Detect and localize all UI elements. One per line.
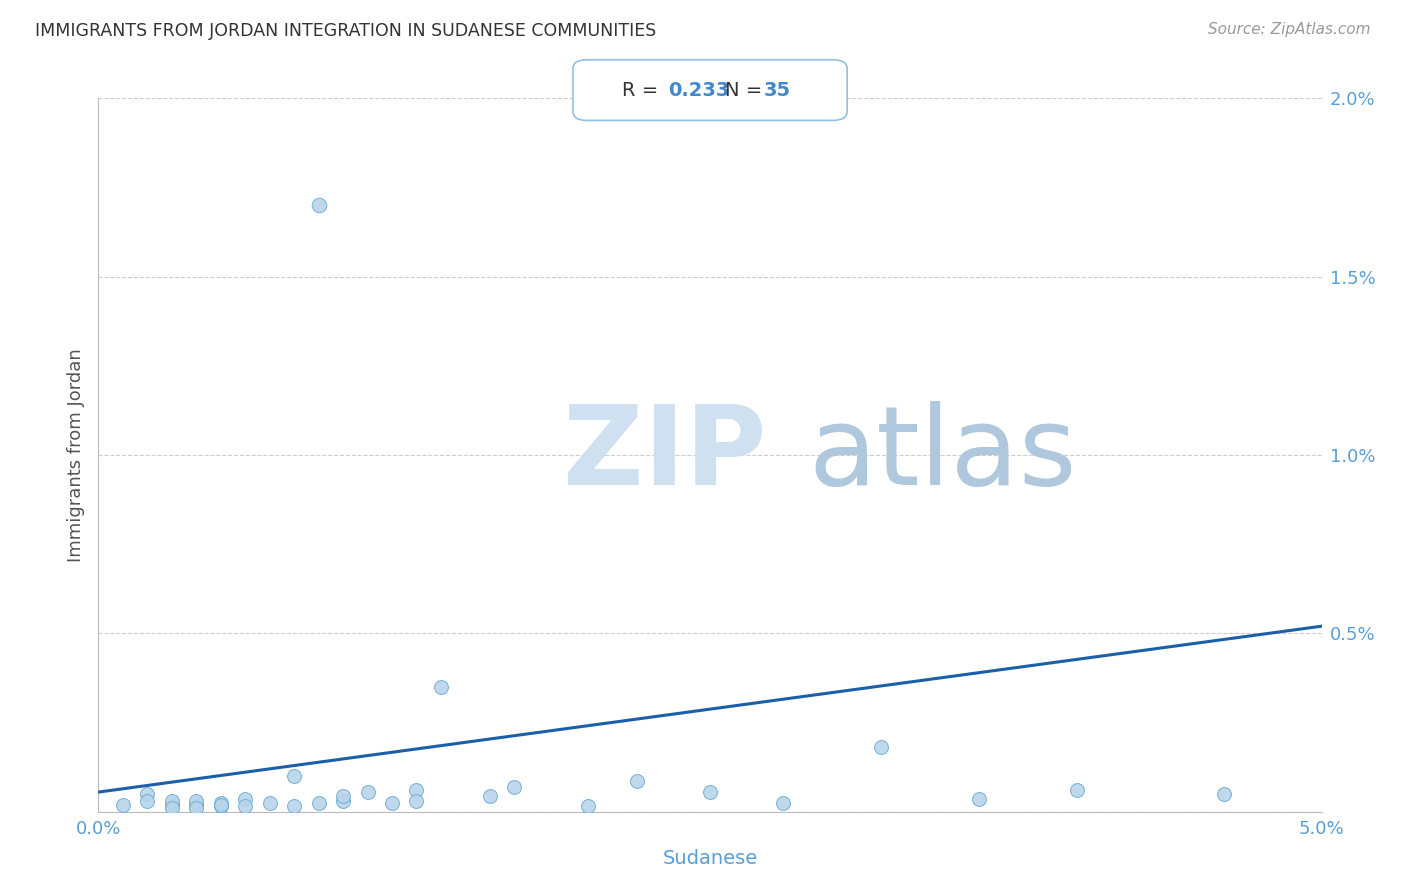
Text: Source: ZipAtlas.com: Source: ZipAtlas.com [1208,22,1371,37]
Y-axis label: Immigrants from Jordan: Immigrants from Jordan [66,348,84,562]
Point [209,797,232,812]
Point [136,787,159,801]
Point [233,792,256,806]
Point [1212,787,1234,801]
Point [870,740,893,755]
Point [626,774,648,789]
Point [308,796,330,810]
Point [308,198,330,212]
Point [111,797,134,812]
Text: R =: R = [621,80,665,100]
Point [772,796,794,810]
Point [478,789,501,803]
Text: atlas: atlas [808,401,1077,508]
Point [160,797,183,812]
Point [503,780,526,794]
Text: 35: 35 [765,80,792,100]
Point [186,801,208,815]
Point [430,680,453,694]
Point [209,799,232,814]
Point [699,785,721,799]
Point [332,789,354,803]
Point [967,792,990,806]
Point [283,798,305,813]
Point [209,796,232,810]
Point [160,801,183,815]
Point [381,796,404,810]
Text: N =: N = [725,80,768,100]
Point [405,794,427,808]
X-axis label: Sudanese: Sudanese [662,849,758,868]
Point [283,769,305,783]
Point [356,785,378,799]
Point [1066,783,1088,797]
Text: IMMIGRANTS FROM JORDAN INTEGRATION IN SUDANESE COMMUNITIES: IMMIGRANTS FROM JORDAN INTEGRATION IN SU… [35,22,657,40]
Point [186,797,208,812]
Point [160,794,183,808]
Point [259,796,281,810]
Text: ZIP: ZIP [564,401,766,508]
Point [576,799,599,814]
Point [332,794,354,808]
Text: 0.233: 0.233 [669,80,730,100]
Point [233,799,256,814]
Point [186,794,208,808]
Point [405,783,427,797]
Point [136,794,159,808]
